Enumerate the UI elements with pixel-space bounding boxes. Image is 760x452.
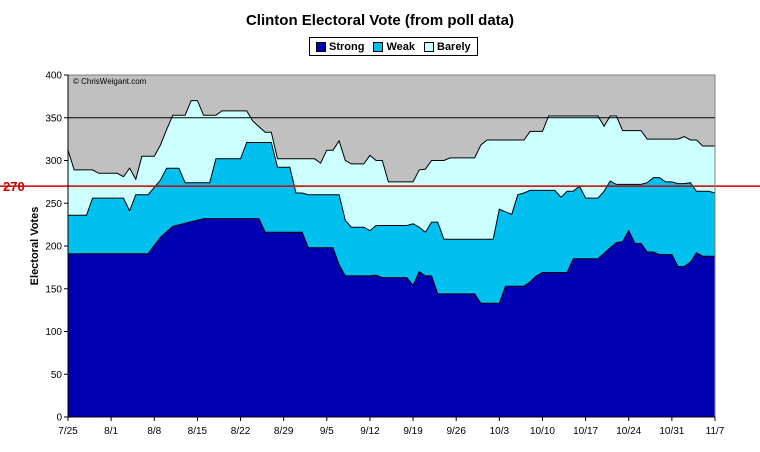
chart-title: Clinton Electoral Vote (from poll data)	[245, 12, 515, 29]
legend-swatch-strong	[316, 41, 326, 52]
x-tick-label-11: 10/10	[530, 426, 555, 437]
legend-item-weak: Weak	[373, 41, 415, 53]
x-tick-label-9: 9/26	[446, 426, 466, 437]
legend-label-strong: Strong	[329, 40, 365, 53]
y-tick-label-300: 300	[45, 156, 62, 167]
y-axis-label: Electoral Votes	[29, 207, 41, 286]
x-tick-label-6: 9/5	[320, 426, 334, 437]
x-tick-label-10: 10/3	[490, 426, 510, 437]
x-tick-label-2: 8/8	[147, 426, 161, 437]
legend-label-barely: Barely	[437, 40, 471, 53]
x-tick-label-7: 9/12	[360, 426, 380, 437]
reference-line-label: 270	[3, 179, 25, 194]
area-strong	[68, 218, 715, 417]
area-layer	[67, 100, 716, 417]
x-tick-label-12: 10/17	[573, 426, 598, 437]
y-tick-label-200: 200	[45, 242, 62, 253]
y-tick-label-400: 400	[45, 71, 62, 82]
legend-swatch-weak	[373, 41, 384, 52]
axis-layer: 0 50 100 150 200 250 300 350 400 7/25 8/1 8/8 8/15 8/…	[45, 71, 724, 438]
legend-item-barely: Barely	[424, 41, 471, 53]
x-tick-label-13: 10/24	[616, 426, 641, 437]
area-outline-strong	[68, 218, 716, 304]
x-tick-label-1: 8/1	[104, 426, 118, 437]
x-tick-label-8: 9/19	[403, 426, 423, 437]
x-tick-label-4: 8/22	[231, 426, 251, 437]
x-tick-label-14: 10/31	[659, 426, 684, 437]
y-tick-label-250: 250	[45, 199, 62, 210]
x-tick-label-3: 8/15	[188, 426, 208, 437]
y-tick-label-100: 100	[45, 327, 62, 338]
gridline-layer	[0, 117, 760, 187]
y-tick-label-150: 150	[45, 284, 62, 295]
x-tick-label-5: 8/29	[274, 426, 294, 437]
y-tick-label-0: 0	[56, 413, 62, 424]
x-tick-label-0: 7/25	[58, 426, 78, 437]
y-tick-label-350: 350	[45, 113, 62, 124]
watermark-text: © ChrisWeigant.com	[73, 77, 147, 86]
area-outline-barely	[67, 100, 715, 183]
legend-item-strong: Strong	[316, 41, 364, 53]
x-tick-label-15: 11/7	[706, 426, 725, 437]
legend-label-weak: Weak	[386, 40, 415, 53]
area-outline-weak	[68, 142, 716, 240]
y-tick-label-50: 50	[51, 370, 63, 381]
legend-swatch-barely	[424, 41, 434, 52]
legend: Strong Weak Barely	[309, 37, 478, 56]
